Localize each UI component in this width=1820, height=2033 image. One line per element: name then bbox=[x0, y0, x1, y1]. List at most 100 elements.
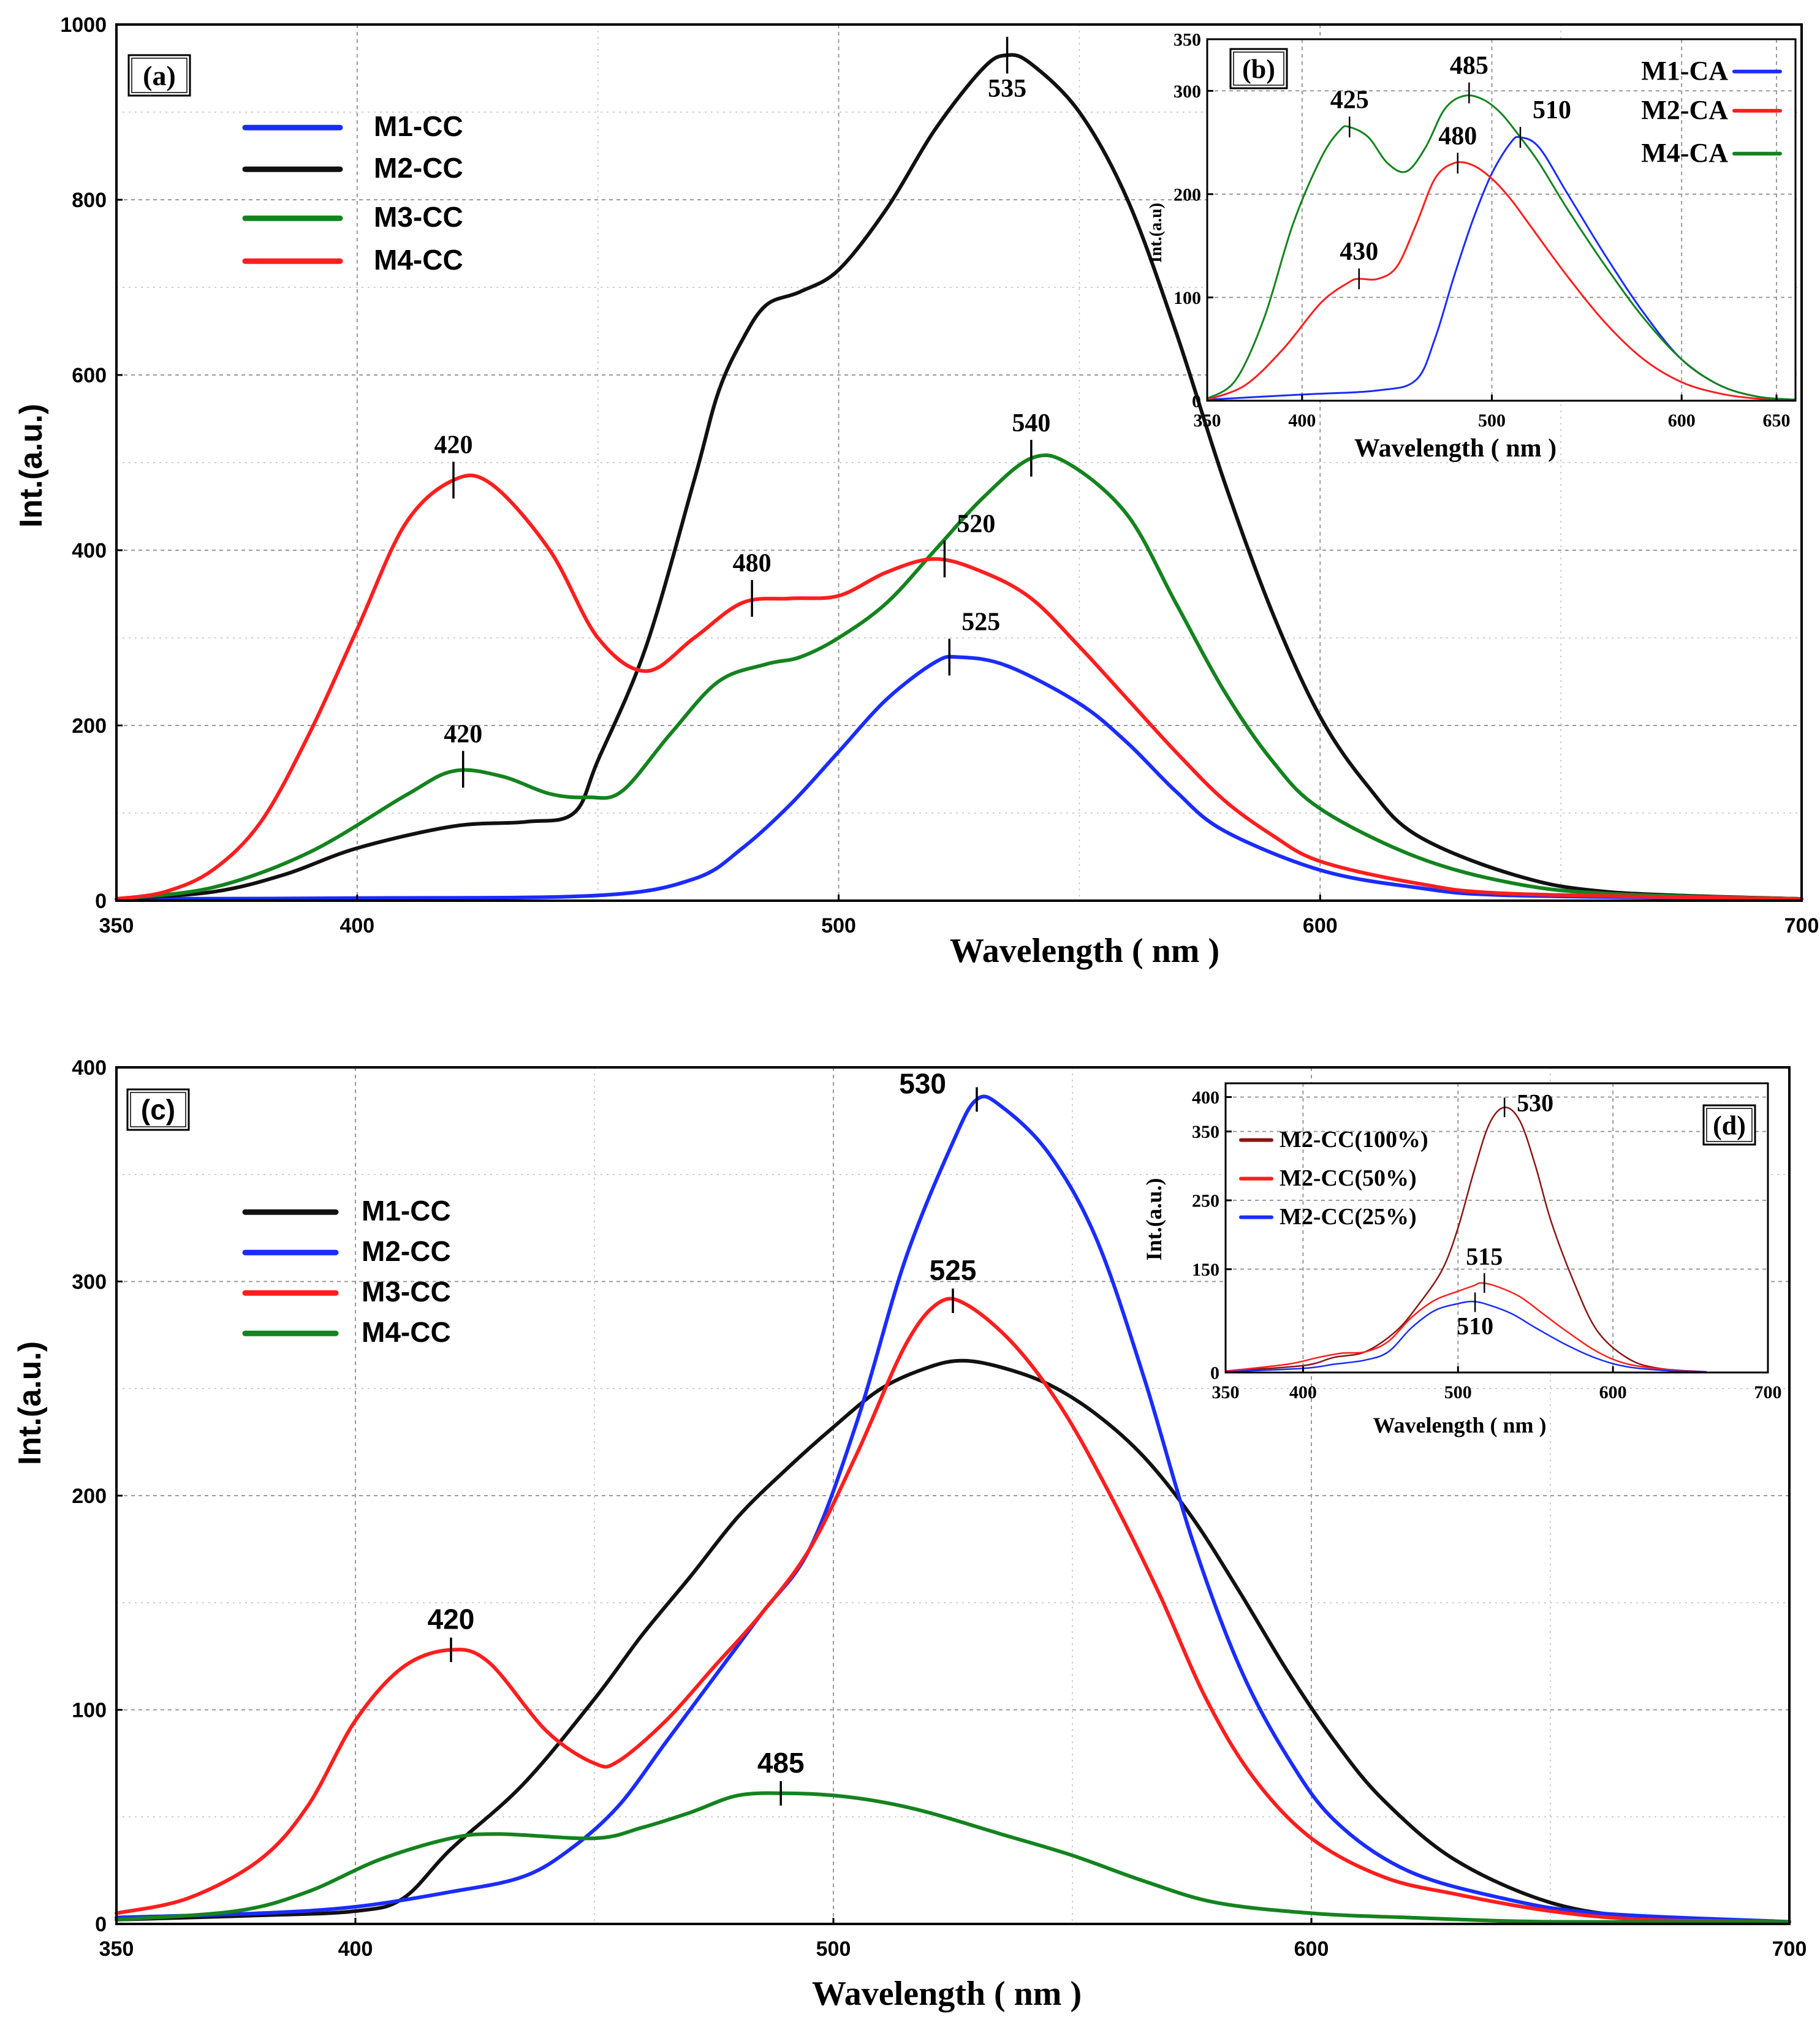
x-tick-label: 500 bbox=[1444, 1382, 1472, 1403]
x-tick-label: 700 bbox=[1754, 1382, 1782, 1403]
panel-label-inner-box bbox=[131, 58, 188, 93]
series-line-m4-ca bbox=[1206, 94, 1797, 401]
axes-frame bbox=[1224, 1082, 1769, 1374]
panel-label-box bbox=[126, 1088, 190, 1131]
axes-frame bbox=[1206, 38, 1797, 402]
y-axis-label: Int.(a.u.) bbox=[13, 404, 49, 528]
y-tick-label: 200 bbox=[1174, 184, 1201, 205]
legend-label: M2-CA bbox=[1641, 95, 1728, 125]
axes-frame bbox=[115, 23, 1803, 902]
peak-label: 425 bbox=[1330, 86, 1369, 114]
peak-label: 420 bbox=[428, 1603, 475, 1635]
x-tick-label: 500 bbox=[1478, 411, 1506, 431]
y-tick-label: 400 bbox=[72, 539, 107, 562]
peak-label: 510 bbox=[1533, 96, 1571, 124]
x-axis-label: Wavelength ( nm ) bbox=[812, 1975, 1082, 2013]
y-tick-label: 0 bbox=[1192, 392, 1201, 412]
legend-label: M2-CC(100%) bbox=[1280, 1127, 1428, 1153]
x-tick-label: 500 bbox=[816, 1937, 851, 1961]
x-tick-label: 400 bbox=[339, 914, 374, 937]
peak-label: 530 bbox=[899, 1067, 946, 1099]
y-tick-label: 350 bbox=[1174, 30, 1201, 50]
y-tick-label: 800 bbox=[72, 189, 107, 212]
legend-label: M4-CC bbox=[374, 244, 463, 276]
series-line-m2-ca bbox=[1206, 161, 1797, 401]
x-axis-label: Wavelength ( nm ) bbox=[1354, 434, 1556, 463]
y-tick-label: 300 bbox=[1174, 81, 1201, 102]
x-axis-label: Wavelength ( nm ) bbox=[1373, 1413, 1547, 1437]
legend-label: M2-CC bbox=[374, 152, 463, 184]
panel-label: (a) bbox=[143, 60, 176, 91]
series-line-m3-cc bbox=[115, 453, 1803, 901]
peak-label: 485 bbox=[757, 1747, 805, 1779]
legend-label: M2-CC(50%) bbox=[1280, 1165, 1417, 1191]
y-axis-label: Int.(a.u) bbox=[1147, 203, 1166, 263]
y-tick-label: 150 bbox=[1192, 1260, 1219, 1280]
y-tick-label: 0 bbox=[95, 1913, 107, 1936]
panel-label-box bbox=[1702, 1104, 1756, 1146]
series-line-m2-cc-50- bbox=[1224, 1282, 1707, 1373]
peak-label: 420 bbox=[434, 431, 473, 460]
legend-label: M3-CC bbox=[362, 1276, 451, 1308]
x-tick-label: 600 bbox=[1294, 1937, 1329, 1961]
y-tick-label: 400 bbox=[1192, 1088, 1219, 1108]
x-tick-label: 350 bbox=[99, 1937, 134, 1961]
panel-label: (c) bbox=[141, 1094, 175, 1126]
x-tick-label: 400 bbox=[338, 1937, 373, 1961]
x-tick-label: 650 bbox=[1763, 411, 1791, 431]
legend-label: M1-CC bbox=[362, 1195, 451, 1227]
x-tick-label: 600 bbox=[1303, 914, 1338, 937]
y-tick-label: 250 bbox=[1192, 1191, 1219, 1211]
x-tick-label: 600 bbox=[1599, 1382, 1627, 1403]
panel-label: (b) bbox=[1242, 54, 1275, 84]
series-line-m4-cc bbox=[115, 473, 1803, 901]
y-tick-label: 350 bbox=[1192, 1122, 1219, 1142]
peak-label: 525 bbox=[961, 608, 1000, 636]
x-axis-label: Wavelength ( nm ) bbox=[950, 932, 1219, 970]
series-line-m3-cc bbox=[115, 1297, 1791, 1924]
series-line-m4-cc bbox=[115, 1791, 1791, 1925]
plot-area bbox=[1207, 39, 1795, 401]
y-tick-label: 600 bbox=[72, 364, 107, 387]
peak-label: 480 bbox=[1438, 122, 1477, 150]
series-line-m1-cc bbox=[115, 654, 1803, 901]
y-tick-label: 100 bbox=[1174, 288, 1201, 308]
panel-label-inner-box bbox=[1233, 51, 1284, 86]
panel-label: (d) bbox=[1713, 1110, 1746, 1140]
panel-label-box bbox=[127, 54, 191, 97]
x-tick-label: 350 bbox=[99, 914, 134, 937]
y-axis-label: Int.(a.u.) bbox=[12, 1341, 48, 1465]
y-tick-label: 100 bbox=[72, 1698, 107, 1722]
y-tick-label: 400 bbox=[72, 1056, 107, 1080]
peak-label: 515 bbox=[1466, 1243, 1503, 1270]
chart-b-inset-panel: 350 400 500 600 650 0 100 200 300 350 Wavelength (… bbox=[1147, 30, 1797, 463]
peak-label: 535 bbox=[988, 75, 1026, 103]
chart-d-inset-panel: 350 400 500 600 700 0 150 250 350 400 Wavelength (… bbox=[1142, 1082, 1782, 1437]
x-tick-label: 500 bbox=[821, 914, 856, 937]
series-line-m2-cc-25- bbox=[1224, 1300, 1707, 1373]
panel-label-box bbox=[1229, 48, 1288, 89]
legend-label: M3-CC bbox=[374, 201, 463, 233]
legend-label: M1-CA bbox=[1641, 56, 1728, 86]
x-tick-label: 700 bbox=[1784, 914, 1819, 937]
peak-label: 430 bbox=[1340, 238, 1378, 266]
legend-label: M2-CC bbox=[362, 1235, 451, 1267]
legend-label: M1-CC bbox=[374, 110, 463, 142]
panel-label-inner-box bbox=[130, 1092, 186, 1127]
peak-label: 485 bbox=[1450, 52, 1488, 80]
x-tick-label: 600 bbox=[1668, 411, 1696, 431]
y-tick-label: 200 bbox=[72, 714, 107, 738]
peak-label: 540 bbox=[1012, 409, 1050, 437]
peak-label: 420 bbox=[444, 721, 482, 749]
y-tick-label: 300 bbox=[72, 1270, 107, 1293]
panel-label-inner-box bbox=[1706, 1108, 1753, 1142]
y-tick-label: 200 bbox=[72, 1485, 107, 1508]
x-tick-label: 400 bbox=[1289, 1382, 1317, 1403]
series-line-m2-cc bbox=[115, 1094, 1791, 1924]
y-axis-label: Int.(a.u.) bbox=[1142, 1178, 1166, 1260]
y-tick-label: 0 bbox=[1210, 1363, 1219, 1384]
y-tick-label: 1000 bbox=[60, 13, 107, 37]
peak-label: 480 bbox=[733, 550, 772, 578]
y-tick-label: 0 bbox=[95, 890, 107, 913]
